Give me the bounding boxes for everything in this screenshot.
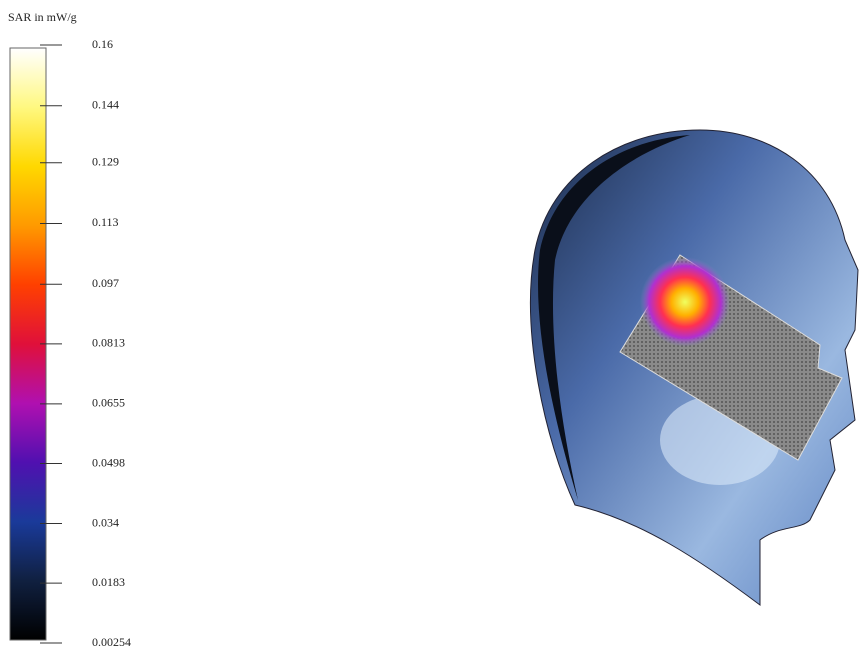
colorbar-title: SAR in mW/g [8, 10, 77, 24]
tick-label: 0.00254 [92, 635, 131, 649]
colorbar-ticks: 0.16 0.144 0.129 0.113 0.097 0.0813 0.0655 0.04… [40, 37, 131, 649]
tick-label: 0.0655 [92, 396, 125, 410]
tick-label: 0.16 [92, 37, 113, 51]
tick-label: 0.034 [92, 515, 119, 529]
tick-label: 0.113 [92, 215, 119, 229]
sar-hotspot [640, 257, 730, 347]
head-model [530, 129, 859, 606]
tick-label: 0.0813 [92, 336, 125, 350]
tick-label: 0.0183 [92, 575, 125, 589]
tick-label: 0.097 [92, 276, 119, 290]
tick-label: 0.0498 [92, 455, 125, 469]
tick-label: 0.144 [92, 98, 119, 112]
tick-label: 0.129 [92, 154, 119, 168]
